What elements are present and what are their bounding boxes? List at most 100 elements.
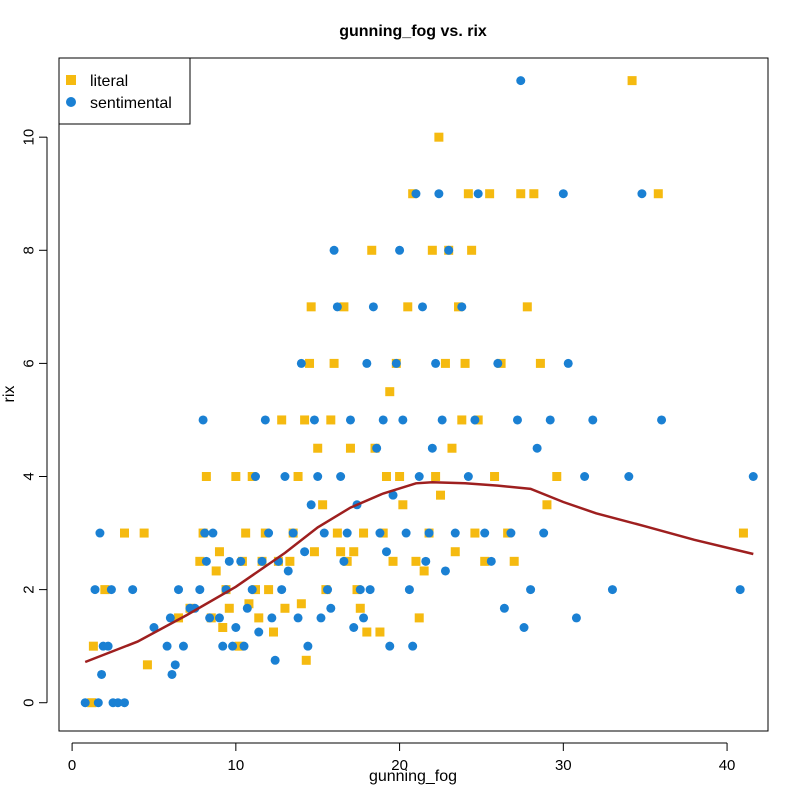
point-sentimental [345, 415, 355, 425]
point-sentimental [208, 528, 218, 538]
point-literal [100, 585, 110, 595]
point-literal [447, 443, 457, 453]
legend-marker-sentimental [66, 97, 76, 107]
point-literal [529, 189, 539, 199]
point-literal [535, 358, 545, 368]
point-sentimental [516, 76, 526, 86]
point-literal [174, 613, 184, 623]
point-literal [211, 566, 221, 576]
point-literal [332, 528, 342, 538]
point-literal [388, 556, 398, 566]
legend: literal sentimental [58, 57, 191, 125]
point-literal [509, 556, 519, 566]
point-literal [440, 358, 450, 368]
point-sentimental [372, 443, 382, 453]
point-sentimental [329, 245, 339, 255]
point-literal [241, 528, 251, 538]
point-sentimental [607, 585, 617, 595]
plot-frame [58, 57, 769, 732]
point-literal [457, 415, 467, 425]
point-sentimental [539, 528, 549, 538]
legend-label-literal: literal [90, 73, 128, 90]
point-sentimental [499, 603, 509, 613]
point-sentimental [563, 358, 573, 368]
point-sentimental [421, 556, 431, 566]
point-sentimental [444, 245, 454, 255]
point-sentimental [571, 613, 581, 623]
point-sentimental [388, 490, 398, 500]
point-sentimental [106, 585, 116, 595]
point-sentimental [113, 698, 123, 708]
point-literal [403, 302, 413, 312]
point-sentimental [450, 528, 460, 538]
trend-line [84, 480, 754, 664]
data-points [80, 76, 758, 708]
point-literal [218, 623, 228, 633]
point-literal [542, 500, 552, 510]
point-sentimental [493, 358, 503, 368]
point-sentimental [149, 623, 159, 633]
point-sentimental [170, 660, 180, 670]
x-axis: 0 10 20 30 40 [68, 742, 736, 774]
point-literal [367, 245, 377, 255]
point-sentimental [316, 613, 326, 623]
point-sentimental [313, 472, 323, 482]
point-literal [395, 472, 405, 482]
point-sentimental [80, 698, 90, 708]
point-sentimental [267, 613, 277, 623]
point-sentimental [437, 415, 447, 425]
point-literal [463, 189, 473, 199]
point-literal [142, 660, 152, 670]
point-sentimental [378, 415, 388, 425]
point-literal [552, 472, 562, 482]
point-sentimental [239, 641, 249, 651]
point-sentimental [97, 669, 107, 679]
point-sentimental [339, 556, 349, 566]
point-sentimental [205, 613, 215, 623]
point-literal [427, 245, 437, 255]
point-literal [244, 599, 254, 609]
point-literal [738, 528, 748, 538]
point-sentimental [288, 528, 298, 538]
point-sentimental [165, 613, 175, 623]
point-literal [313, 443, 323, 453]
point-literal [326, 415, 336, 425]
point-sentimental [404, 585, 414, 595]
point-literal [419, 566, 429, 576]
point-sentimental [391, 358, 401, 368]
point-sentimental [486, 556, 496, 566]
point-sentimental [200, 528, 210, 538]
point-sentimental [480, 528, 490, 538]
point-literal [231, 472, 241, 482]
point-sentimental [506, 528, 516, 538]
y-axis: 0 2 4 6 8 10 [21, 129, 48, 707]
point-sentimental [260, 415, 270, 425]
point-sentimental [167, 669, 177, 679]
point-sentimental [411, 189, 421, 199]
point-sentimental [368, 302, 378, 312]
x-tick-label: 40 [719, 757, 736, 774]
point-sentimental [434, 189, 444, 199]
point-literal [285, 556, 295, 566]
point-literal [470, 528, 480, 538]
point-literal [516, 189, 526, 199]
chart-title: gunning_fog vs. rix [339, 23, 487, 40]
point-sentimental [359, 613, 369, 623]
point-sentimental [401, 528, 411, 538]
point-literal [436, 490, 446, 500]
point-literal [214, 547, 224, 557]
point-sentimental [545, 415, 555, 425]
point-literal [195, 556, 205, 566]
point-literal [300, 415, 310, 425]
point-sentimental [242, 603, 252, 613]
point-literal [398, 500, 408, 510]
point-sentimental [174, 585, 184, 595]
point-sentimental [427, 443, 437, 453]
point-sentimental [214, 613, 224, 623]
point-literal [450, 547, 460, 557]
point-sentimental [519, 623, 529, 633]
point-sentimental [93, 698, 103, 708]
point-literal [345, 443, 355, 453]
point-sentimental [201, 556, 211, 566]
point-sentimental [349, 623, 359, 633]
